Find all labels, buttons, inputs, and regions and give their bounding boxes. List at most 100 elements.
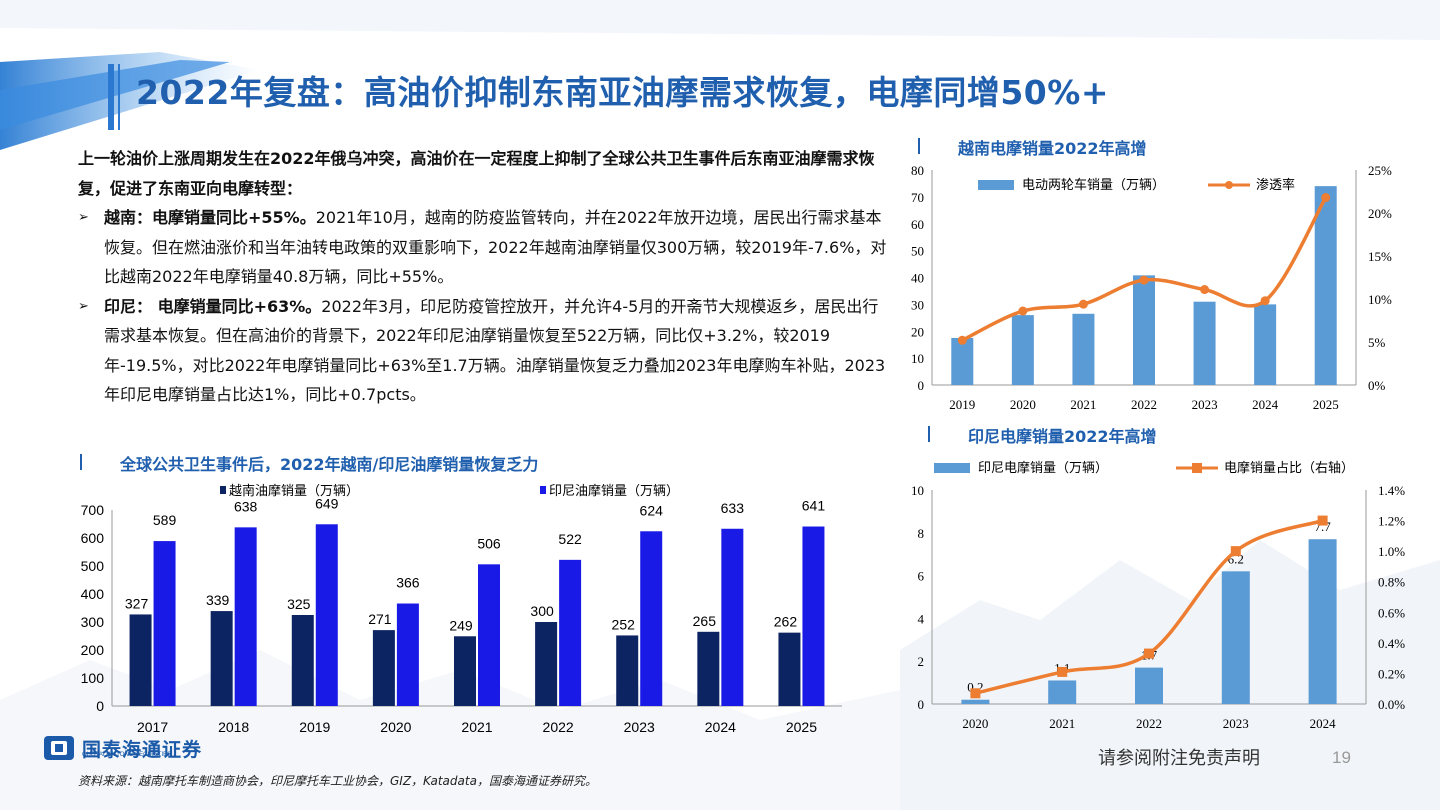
lead-paragraph: 上一轮油价上涨周期发生在2022年俄乌冲突，高油价在一定程度上抑制了全球公共卫生… [78,149,875,198]
bar [1072,313,1095,385]
data-label: 641 [802,498,826,514]
bar-indonesia [559,559,582,706]
x-tick-label: 2021 [1049,716,1075,731]
y-tick-left: 0 [918,378,925,393]
bar [1314,186,1337,385]
data-label: 252 [612,616,636,632]
bar-indonesia [721,528,744,706]
x-tick-label: 2025 [1313,397,1339,412]
y-tick-left: 30 [911,297,924,312]
chart-title-mark [928,426,930,442]
legend-swatch [540,486,546,494]
bar [951,337,974,385]
x-tick-label: 2021 [1070,397,1096,412]
x-tick-label: 2022 [1136,716,1162,731]
line-marker [1260,296,1270,306]
logo-subtext: GUOTAI HAITONG SECURITIES [82,752,172,758]
y-tick-left: 6 [918,569,925,584]
line-marker [1018,306,1028,316]
data-label: 262 [774,614,798,630]
y-tick-right: 0.0% [1378,697,1405,712]
line-marker [957,335,967,345]
line-marker [1321,193,1331,203]
x-tick-label: 2023 [1223,716,1249,731]
company-logo: 国泰海通证券 [42,734,202,762]
y-tick-left: 20 [911,324,924,339]
bar-vietnam [454,636,476,706]
chart-indonesia-emotorcycle: 02468100.0%0.2%0.4%0.6%0.8%1.0%1.2%1.4%0… [911,460,1405,731]
bullet-heading: 印尼： 电摩销量同比+63%。 [104,296,322,316]
y-tick-right: 0.4% [1378,636,1405,651]
line-marker [1057,666,1068,677]
chart-title-vietnam: 越南电摩销量2022年高增 [958,139,1147,158]
source-note: 资料来源：越南摩托车制造商协会，印尼摩托车工业协会，GIZ，Katadata，国… [78,774,597,788]
data-label: 300 [530,603,554,619]
chart-title-indonesia: 印尼电摩销量2022年高增 [968,427,1157,446]
y-tick-right: 1.0% [1378,544,1405,559]
data-label: 339 [206,592,230,608]
bar [1011,315,1034,385]
title-accent-line [118,64,120,130]
line-marker [1078,299,1088,309]
y-tick-left: 10 [911,351,924,366]
bar-indonesia [396,603,419,706]
y-tick-right: 15% [1368,249,1392,264]
data-label: 624 [640,502,664,518]
data-label: 633 [721,500,745,516]
x-tick-label: 2020 [380,719,411,735]
data-label: 249 [449,617,473,633]
line-marker [970,688,981,699]
y-tick-left: 0 [918,697,925,712]
line-marker [1144,648,1154,659]
y-tick-left: 40 [911,271,924,286]
y-tick-right: 0% [1368,378,1386,393]
data-label: 265 [693,613,717,629]
data-label: 506 [477,535,501,551]
y-tick-right: 25% [1368,163,1392,178]
y-tick-left: 50 [911,244,924,259]
y-tick-right: 0.8% [1378,575,1405,590]
y-tick-right: 0.2% [1378,666,1405,681]
bar [1254,304,1277,385]
line-marker [1200,285,1210,295]
logo-icon [42,734,76,762]
disclaimer-link[interactable]: 请参阅附注免责声明 [1098,748,1260,769]
body-text: 上一轮油价上涨周期发生在2022年俄乌冲突，高油价在一定程度上抑制了全球公共卫生… [78,144,890,410]
legend-label: 越南油摩销量（万辆） [229,483,359,498]
y-tick-label: 0 [96,698,104,714]
y-tick-label: 200 [81,642,105,658]
legend-swatch-bar [934,463,970,473]
chart-title-mark [80,454,82,470]
data-label: 327 [125,595,149,611]
bar-vietnam [697,631,720,706]
y-tick-right: 5% [1368,335,1386,350]
bar-indonesia [234,527,257,706]
title-accent-bar [108,64,114,130]
bar [1048,680,1077,704]
y-tick-right: 20% [1368,206,1392,221]
chart-title-left: 全球公共卫生事件后，2022年越南/印尼油摩销量恢复乏力 [120,455,539,474]
x-tick-label: 2023 [1192,397,1218,412]
chart-title-mark [918,138,920,154]
x-tick-label: 2021 [461,719,492,735]
x-tick-label: 2019 [949,397,975,412]
x-tick-label: 2020 [1010,397,1036,412]
bullet-text: 2022年3月，印尼防疫管控放开，并允许4-5月的开斋节大规模返乡，居民出行需求… [104,296,886,405]
y-tick-left: 70 [911,190,924,205]
bar-vietnam [129,614,152,706]
bar-indonesia [478,564,500,706]
data-label: 589 [153,512,177,528]
bullet-text: 2021年10月，越南的防疫监管转向，并在2022年放开边境，居民出行需求基本恢… [104,208,887,286]
legend-label: 印尼油摩销量（万辆） [549,483,679,498]
y-tick-label: 300 [81,614,105,630]
bar-vietnam [210,611,233,706]
x-tick-label: 2023 [624,719,655,735]
x-tick-label: 2024 [1252,397,1279,412]
bar [1135,667,1163,704]
legend-swatch-bar [978,180,1014,190]
arrow-bullet-icon: ➢ [78,298,89,314]
bullet-heading: 越南：电摩销量同比+55%。 [104,208,316,227]
bar [1221,571,1250,704]
line-marker [1317,515,1328,526]
x-tick-label: 2017 [137,719,168,735]
